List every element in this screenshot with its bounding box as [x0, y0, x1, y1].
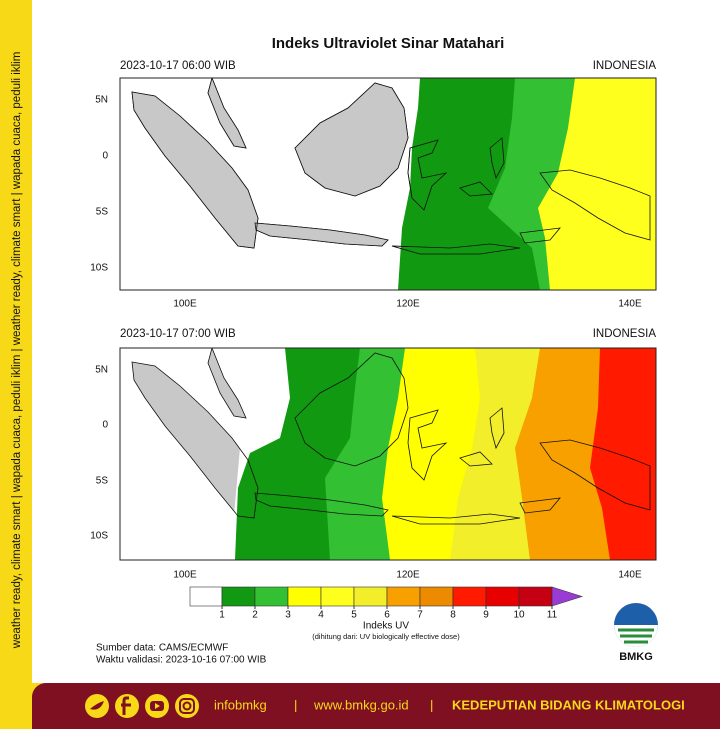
validity: Waktu validasi: 2023-10-16 07:00 WIB: [96, 655, 267, 666]
logo-text: BMKG: [619, 651, 653, 663]
colorbar-segment: [419, 586, 454, 607]
colorbar: 1 2 3 4 5 6 7 8 9 10 11: [189, 586, 583, 621]
panel-time: 2023-10-17 06:00 WIB: [120, 60, 236, 72]
footer-agency: KEDEPUTIAN BIDANG KLIMATOLOGI: [452, 697, 685, 712]
source: Sumber data: CAMS/ECMWF: [96, 643, 228, 654]
colorbar-tick-label: 9: [483, 610, 489, 621]
side-text: weather ready, climate smart | wapada cu…: [11, 52, 23, 650]
colorbar-segment: [254, 586, 289, 607]
colorbar-segment: [485, 586, 520, 607]
colorbar-segment: [386, 586, 421, 607]
lat-tick: 10S: [90, 531, 108, 542]
colorbar-segment: [189, 586, 223, 607]
colorbar-tick-label: 5: [351, 610, 357, 621]
colorbar-segment: [221, 586, 256, 607]
lat-tick: 5S: [96, 207, 109, 218]
colorbar-tick-label: 8: [450, 610, 456, 621]
map-panel: [119, 347, 657, 561]
colorbar-label: Indeks UV: [363, 621, 409, 632]
lon-tick: 140E: [618, 299, 642, 310]
panel-region: INDONESIA: [593, 60, 657, 72]
social-icons: [85, 694, 199, 718]
colorbar-tick-label: 6: [384, 610, 390, 621]
colorbar-segment: [518, 586, 553, 607]
panel-region: INDONESIA: [593, 328, 657, 340]
colorbar-arrow: [551, 586, 583, 607]
colorbar-segment: [452, 586, 487, 607]
side-strip: [0, 0, 32, 729]
logo: BMKG: [614, 603, 658, 663]
lon-tick: 100E: [173, 299, 197, 310]
colorbar-tick-label: 2: [252, 610, 258, 621]
lon-tick: 100E: [173, 570, 197, 581]
colorbar-segment: [287, 586, 322, 607]
panel-time: 2023-10-17 07:00 WIB: [120, 328, 236, 340]
map-panel: [119, 77, 657, 291]
footer-handle: infobmkg: [214, 697, 267, 712]
lon-tick: 140E: [618, 570, 642, 581]
colorbar-tick-label: 11: [547, 610, 558, 621]
colorbar-tick-label: 7: [417, 610, 423, 621]
lat-tick: 5N: [95, 95, 108, 106]
lat-tick: 10S: [90, 263, 108, 274]
lat-tick: 0: [102, 151, 108, 162]
lat-tick: 0: [102, 420, 108, 431]
instagram-icon[interactable]: [175, 694, 199, 718]
colorbar-tick-label: 3: [285, 610, 291, 621]
colorbar-segment: [320, 586, 355, 607]
colorbar-tick-label: 10: [513, 610, 525, 621]
colorbar-segment: [353, 586, 388, 607]
footer-separator: |: [294, 697, 297, 712]
lat-tick: 5N: [95, 365, 108, 376]
colorbar-tick-label: 4: [318, 610, 324, 621]
lon-tick: 120E: [396, 299, 420, 310]
lat-tick: 5S: [96, 476, 109, 487]
colorbar-note: (dihitung dari: UV biologically effectiv…: [312, 632, 460, 641]
footer-website[interactable]: www.bmkg.go.id: [313, 697, 409, 712]
title: Indeks Ultraviolet Sinar Matahari: [272, 35, 505, 52]
lon-tick: 120E: [396, 570, 420, 581]
footer-separator: |: [430, 697, 433, 712]
colorbar-tick-label: 1: [219, 610, 225, 621]
